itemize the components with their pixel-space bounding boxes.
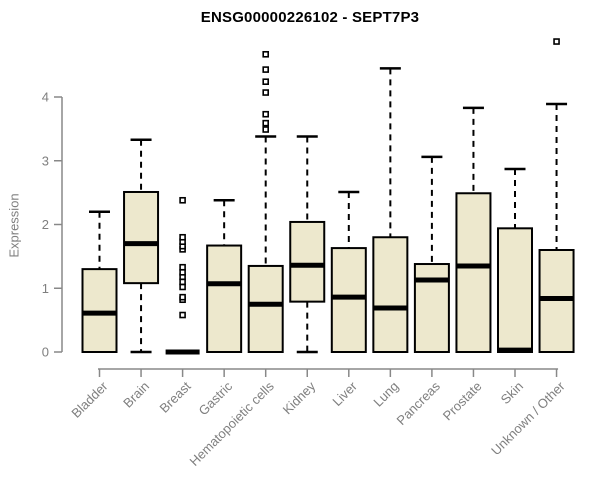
x-category-label: Liver <box>329 378 360 409</box>
box-iqr <box>123 190 160 285</box>
box-iqr <box>81 268 118 353</box>
x-category-label: Lung <box>370 379 401 410</box>
x-category-label: Prostate <box>440 379 485 424</box>
y-tick-label: 0 <box>42 345 49 360</box>
y-tick-label: 1 <box>42 281 49 296</box>
outlier-point <box>262 66 270 73</box>
outlier-point <box>262 78 270 85</box>
box-iqr <box>372 236 409 353</box>
outlier-point <box>179 283 186 291</box>
box-iqr <box>330 247 367 353</box>
outlier-point <box>179 278 186 286</box>
outlier-point <box>262 50 270 58</box>
x-category-label: Unknown / Other <box>488 378 568 458</box>
chart-title: ENSG00000226102 - SEPT7P3 <box>200 9 420 26</box>
outlier-point <box>179 196 186 204</box>
outlier-point <box>262 119 270 127</box>
x-category-label: Gastric <box>196 378 236 418</box>
outlier-point <box>179 311 186 319</box>
box-iqr <box>247 264 284 353</box>
x-category-label: Breast <box>157 378 194 415</box>
outlier-point <box>262 126 270 133</box>
outlier-point <box>553 38 560 45</box>
y-tick-label: 3 <box>42 153 49 168</box>
box-iqr <box>497 227 533 353</box>
y-tick-label: 4 <box>42 90 49 105</box>
outlier-point <box>262 110 270 118</box>
outlier-point <box>262 89 270 96</box>
x-category-label: Brain <box>120 379 152 411</box>
outlier-point <box>179 293 186 301</box>
box-iqr <box>413 263 450 353</box>
outlier-point <box>179 233 186 241</box>
x-category-label: Kidney <box>280 378 319 417</box>
box-iqr <box>206 244 243 354</box>
x-category-label: Pancreas <box>394 378 444 428</box>
x-category-label: Skin <box>498 379 526 407</box>
box-iqr <box>455 192 492 353</box>
x-category-label: Bladder <box>68 378 111 421</box>
box-iqr <box>538 249 575 353</box>
box-iqr <box>289 220 326 303</box>
outlier-point <box>179 269 186 276</box>
outlier-point <box>179 263 186 271</box>
y-tick-label: 2 <box>42 217 49 232</box>
